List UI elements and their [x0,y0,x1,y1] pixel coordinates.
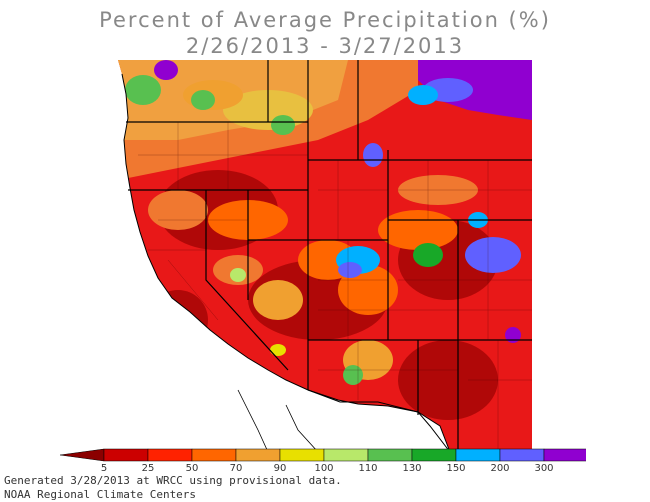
colorbar-segment [323,448,369,462]
precipitation-map [118,60,532,452]
baja-coastline [237,389,269,452]
precipitation-field [118,60,532,452]
coastline [121,73,451,452]
colorbar-segment [147,448,193,462]
gulf-coastline [285,404,319,452]
colorbar-tick-label: 50 [185,463,199,474]
colorbar-segment [455,448,501,462]
generated-note: Generated 3/28/2013 at WRCC using provis… [4,474,342,487]
colorbar-segment [411,448,457,462]
map-title: Percent of Average Precipitation (%) [99,8,551,32]
map-date-range: 2/26/2013 - 3/27/2013 [185,34,465,58]
colorbar-tick-label: 300 [534,463,554,474]
colorbar-arrow-low [60,448,105,462]
colorbar-tick-label: 70 [229,463,243,474]
mexico-border [307,389,451,452]
colorbar-tick-label: 150 [446,463,466,474]
colorbar-segment [235,448,281,462]
state-boundaries [126,60,532,452]
colorbar-segment [103,448,149,462]
colorbar-segment [367,448,413,462]
colorbar-segment [543,448,586,462]
colorbar-segment [279,448,325,462]
colorbar-tick-label: 100 [314,463,334,474]
colorbar-tick-label: 110 [358,463,378,474]
source-credit: NOAA Regional Climate Centers [4,488,197,501]
colorbar-tick-label: 90 [273,463,287,474]
colorbar-tick-label: 200 [490,463,510,474]
colorbar [60,448,586,462]
colorbar-tick-label: 25 [141,463,155,474]
colorbar-segment [191,448,237,462]
county-boundaries [138,122,532,452]
colorbar-segment [499,448,545,462]
colorbar-tick-label: 130 [402,463,422,474]
colorbar-tick-label: 5 [100,463,108,474]
